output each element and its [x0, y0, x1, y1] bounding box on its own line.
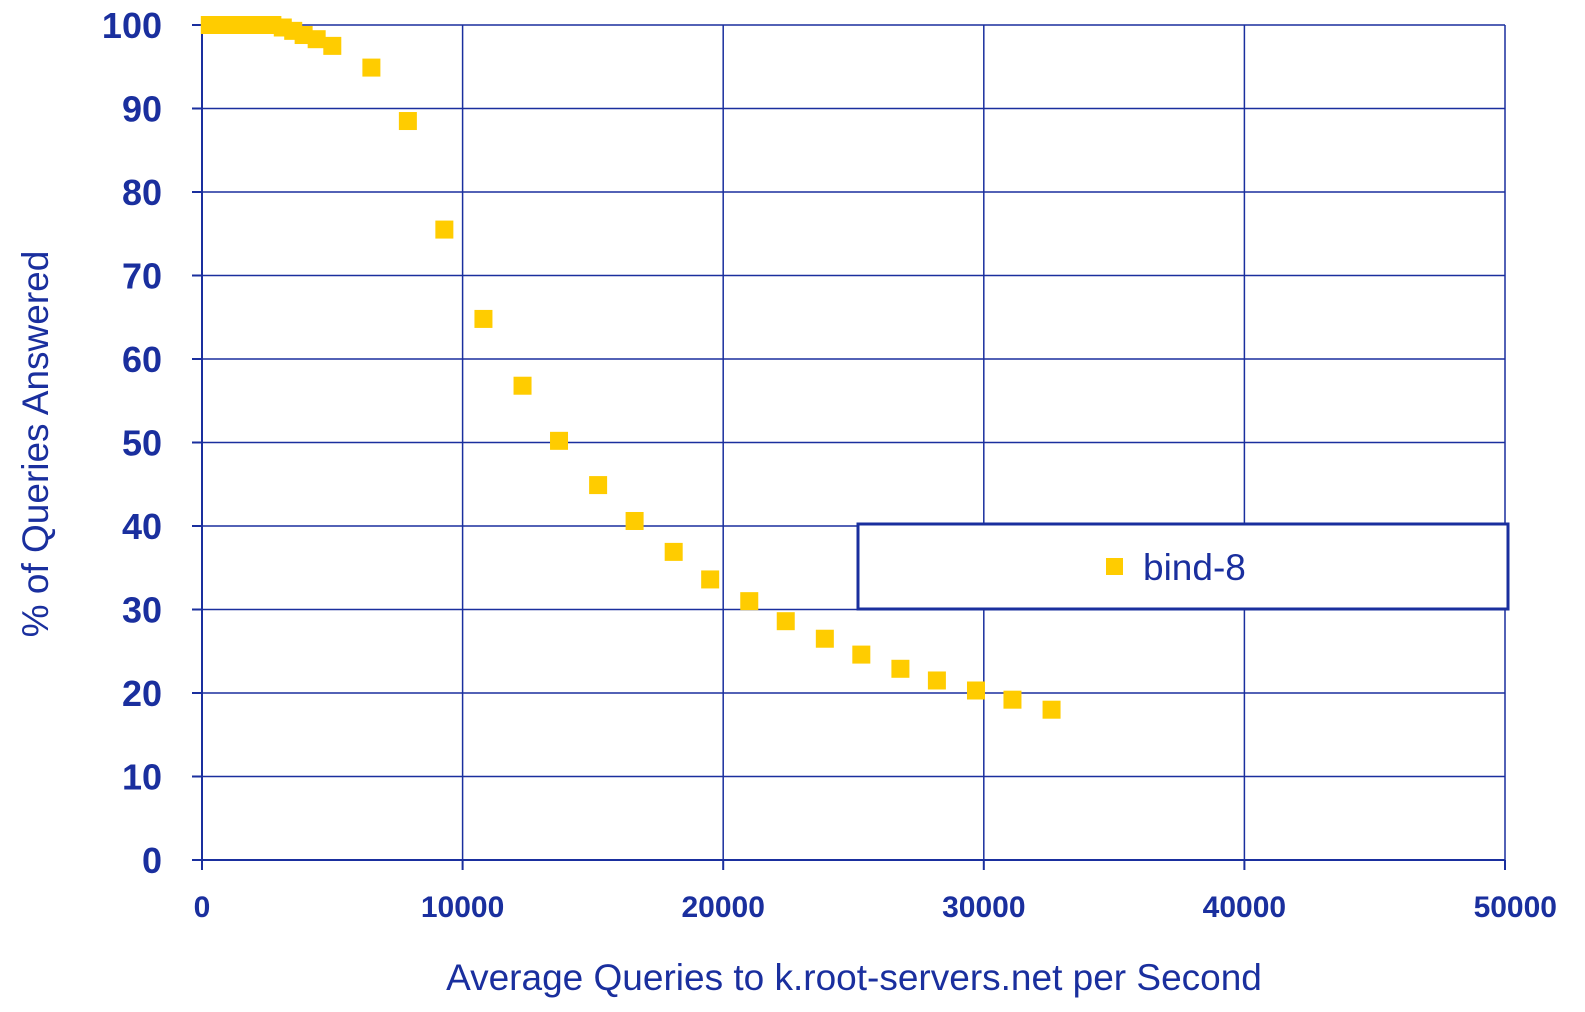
y-tick-label: 90	[122, 89, 162, 130]
data-point-bind-8	[550, 431, 569, 450]
x-tick-label: 0	[194, 891, 211, 924]
data-point-bind-8	[664, 542, 683, 561]
x-axis-title: Average Queries to k.root-servers.net pe…	[446, 957, 1262, 998]
y-tick-label: 70	[122, 256, 162, 297]
y-tick-label: 20	[122, 673, 162, 714]
y-tick-label: 60	[122, 339, 162, 380]
x-tick-label: 10000	[421, 891, 504, 924]
x-tick-label: 40000	[1203, 891, 1286, 924]
grid-lines	[202, 24, 1506, 860]
data-point-bind-8	[435, 220, 454, 239]
data-point-bind-8	[625, 511, 644, 530]
y-tick-label: 30	[122, 590, 162, 631]
data-point-bind-8	[701, 570, 720, 589]
x-tick-label: 50000	[1474, 891, 1557, 924]
y-axis-title: % of Queries Answered	[15, 251, 56, 638]
y-tick-label: 100	[102, 5, 162, 46]
legend-box	[856, 522, 1510, 611]
y-tick-label: 10	[122, 757, 162, 798]
legend-marker	[1106, 558, 1123, 575]
y-tick-label: 50	[122, 423, 162, 464]
tick-labels: 0 10 20 30 40 50 60 70 80 90 100 0 10000 20000 30000 40…	[102, 5, 1557, 924]
legend-label-bind-8: bind-8	[1143, 547, 1246, 588]
y-tick-label: 80	[122, 172, 162, 213]
axes	[192, 24, 1506, 870]
y-tick-label: 40	[122, 506, 162, 547]
data-point-bind-8	[927, 671, 946, 690]
data-point-bind-8	[966, 681, 985, 700]
data-point-bind-8	[513, 376, 532, 395]
data-point-bind-8	[776, 612, 795, 631]
y-tick-label: 0	[142, 840, 162, 881]
legend: bind-8	[856, 522, 1510, 611]
x-tick-label: 20000	[681, 891, 764, 924]
data-point-bind-8	[589, 476, 608, 495]
data-point-bind-8	[323, 36, 342, 55]
data-point-bind-8	[740, 592, 759, 611]
data-point-bind-8	[1003, 690, 1022, 709]
x-tick-label: 30000	[942, 891, 1025, 924]
data-point-bind-8	[891, 659, 910, 678]
data-point-bind-8	[474, 309, 493, 328]
data-point-bind-8	[815, 629, 834, 648]
data-points	[200, 16, 1061, 719]
data-point-bind-8	[852, 645, 871, 664]
data-point-bind-8	[307, 30, 326, 49]
data-point-bind-8	[362, 58, 381, 77]
data-point-bind-8	[1042, 700, 1061, 719]
data-point-bind-8	[398, 112, 417, 131]
